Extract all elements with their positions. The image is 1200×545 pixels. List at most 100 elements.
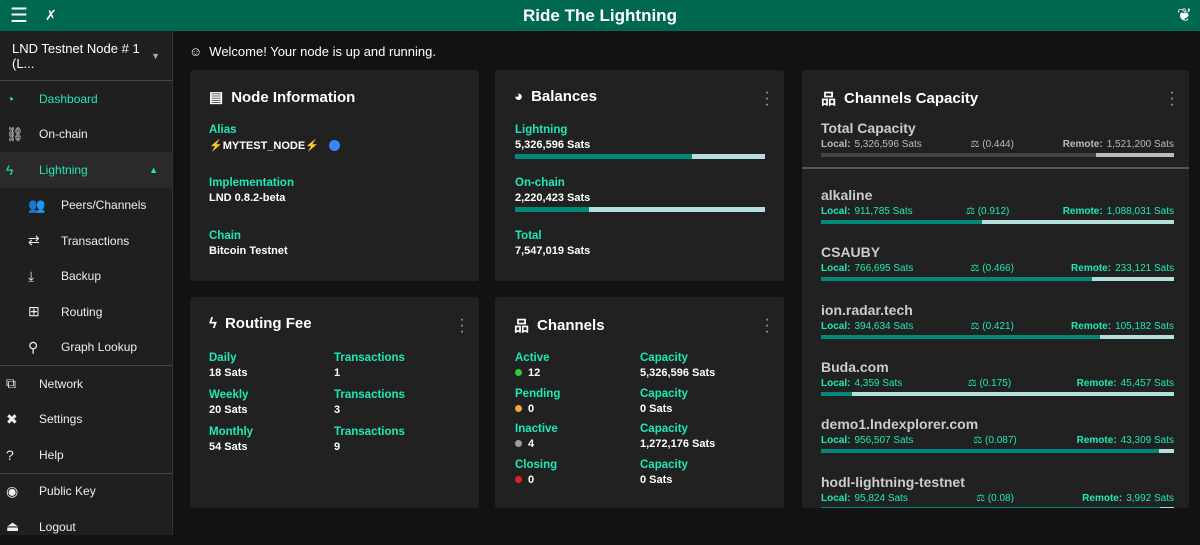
sidebar-item-network[interactable]: ⧉ Network xyxy=(0,366,172,402)
local-value: 95,824 Sats xyxy=(854,492,908,504)
question-icon: ? xyxy=(6,446,14,463)
capacity-bar xyxy=(821,391,1174,396)
sidebar-item-label: Peers/Channels xyxy=(61,198,147,213)
remote-label: Remote: xyxy=(1071,320,1112,332)
routing-fee-card: ϟ Routing Fee · · · Daily 18 Sats Transactio… xyxy=(190,297,479,508)
remote-value: 1,088,031 Sats xyxy=(1106,206,1174,217)
pin-off-icon[interactable]: ✗ xyxy=(45,7,57,23)
remote-value: 105,182 Sats xyxy=(1115,320,1174,332)
balance-scale-icon: ⚖ xyxy=(967,377,977,389)
sidebar-item-graph-lookup[interactable]: ⚲ Graph Lookup xyxy=(0,330,172,366)
total-label: Total xyxy=(515,230,542,242)
sidebar-item-peers-channels[interactable]: 👥 Peers/Channels xyxy=(0,188,172,224)
sidebar-item-lightning[interactable]: ϟ Lightning ▲ xyxy=(0,152,172,188)
remote-label: Remote: xyxy=(1071,263,1112,275)
remote-label: Remote: xyxy=(1062,139,1103,150)
sidebar-item-public-key[interactable]: ◉ Public Key xyxy=(0,474,172,510)
local-label: Local: xyxy=(821,206,851,217)
remote-label: Remote: xyxy=(1082,492,1123,504)
sitemap-icon: 品 xyxy=(821,91,837,108)
capacity-bar xyxy=(821,220,1174,224)
sidebar-item-label: Logout xyxy=(39,519,76,534)
channel-capacity-item: CSAUBY Local: 766,695 Sats ⚖ (0.466) Remo… xyxy=(821,244,1174,282)
node-name: LND Testnet Node # 1 (L... xyxy=(12,40,140,71)
card-title: Channels xyxy=(537,317,605,334)
balance-ratio: (0.466) xyxy=(982,263,1014,275)
capacity-value: 0 Sats xyxy=(640,473,673,486)
balance-ratio: (0.087) xyxy=(985,435,1017,447)
channel-name: alkaline xyxy=(821,187,873,203)
remote-label: Remote: xyxy=(1076,435,1117,447)
lightning-bar xyxy=(515,154,765,159)
local-value: 956,507 Sats xyxy=(854,435,914,447)
download-icon: ⤓ xyxy=(28,267,35,284)
sidebar-item-backup[interactable]: ⤓ Backup xyxy=(0,259,172,295)
sidebar-item-label: Routing xyxy=(61,304,103,319)
more-menu-icon[interactable]: · · · xyxy=(764,311,770,340)
local-value: 766,695 Sats xyxy=(854,263,914,275)
sidebar-item-label: Public Key xyxy=(39,484,96,499)
capacity-bar xyxy=(821,449,1174,454)
fee-period-label: Weekly xyxy=(209,389,249,401)
more-menu-icon[interactable]: · · · xyxy=(764,84,770,113)
channel-capacity-item: hodl-lightning-testnet Local: 95,824 Sats… xyxy=(821,474,1174,508)
sidebar-item-transactions[interactable]: ⇄ Transactions xyxy=(0,223,172,259)
local-value: 5,326,596 Sats xyxy=(854,139,922,150)
sidebar-item-help[interactable]: ? Help xyxy=(0,437,172,473)
capacity-value: 0 Sats xyxy=(640,402,673,415)
channel-status-row: Active 12 xyxy=(515,352,550,379)
sidebar-item-settings[interactable]: ✖ Settings xyxy=(0,402,172,438)
channels-capacity-card: 品 Channels Capacity · · · Total Capacity Lo… xyxy=(802,70,1189,508)
status-dot xyxy=(515,369,522,376)
caret-down-icon: ▼ xyxy=(151,50,160,61)
channel-capacity-item: ion.radar.tech Local: 394,634 Sats ⚖ (0.4… xyxy=(821,302,1174,339)
sidebar-item-label: Dashboard xyxy=(39,91,98,106)
menu-icon[interactable]: ☰ xyxy=(10,5,28,27)
chain-value: Bitcoin Testnet xyxy=(209,245,288,257)
welcome-message: ☺ Welcome! Your node is up and running. xyxy=(189,44,436,59)
local-value: 911,785 Sats xyxy=(854,206,913,217)
total-capacity: Total Capacity Local: 5,326,596 Sats ⚖ (0… xyxy=(821,120,1174,157)
more-menu-icon[interactable]: · · · xyxy=(1169,84,1175,113)
capacity-label: Capacity xyxy=(640,387,688,400)
tools-icon: ✖ xyxy=(6,410,18,427)
sidebar-item-logout[interactable]: ⏏ Logout xyxy=(0,509,172,545)
status-count: 0 xyxy=(528,473,535,486)
node-information-card: ▤ Node Information Alias ⚡MYTEST_NODE⚡ Im… xyxy=(190,70,479,281)
status-dot xyxy=(515,440,522,447)
divider xyxy=(0,472,172,474)
sidebar-item-dashboard[interactable]: ◔ Dashboard xyxy=(0,81,172,117)
remote-value: 233,121 Sats xyxy=(1115,263,1174,275)
node-selector[interactable]: LND Testnet Node # 1 (L... ▼ xyxy=(0,31,172,81)
remote-value: 43,309 Sats xyxy=(1120,435,1174,447)
status-label: Closing xyxy=(515,458,558,471)
top-bar: ☰ ✗ Ride The Lightning ❦ xyxy=(0,0,1200,31)
smile-icon: ☺ xyxy=(189,44,203,59)
alias-value: ⚡MYTEST_NODE⚡ xyxy=(209,140,319,152)
remote-label: Remote: xyxy=(1076,377,1117,389)
app-title: Ride The Lightning xyxy=(523,5,677,25)
sidebar-item-on-chain[interactable]: ⛓ On-chain xyxy=(0,117,172,153)
local-label: Local: xyxy=(821,263,851,275)
rtl-leaf-logo: ❦ xyxy=(1176,5,1192,25)
remote-label: Remote: xyxy=(1062,206,1103,217)
sidebar-item-routing[interactable]: ⊞ Routing xyxy=(0,294,172,330)
channel-status-row: Closing 0 xyxy=(515,459,557,486)
chevron-up-icon: ▲ xyxy=(149,164,158,175)
channel-status-row: Inactive 4 xyxy=(515,423,558,450)
status-dot xyxy=(515,404,522,412)
bolt-icon: ϟ xyxy=(6,161,14,178)
remote-value: 3,992 Sats xyxy=(1126,492,1174,504)
bolt-icon: ϟ xyxy=(209,315,217,332)
lightning-value: 5,326,596 Sats xyxy=(515,139,591,151)
more-menu-icon[interactable]: · · · xyxy=(459,311,465,340)
balance-scale-icon: ⚖ xyxy=(970,139,980,150)
fee-row: Weekly 20 Sats xyxy=(209,389,248,416)
eye-icon: ◉ xyxy=(6,482,19,499)
channel-name: CSAUBY xyxy=(821,244,881,261)
capacity-label: Capacity xyxy=(640,423,688,435)
local-label: Local: xyxy=(821,377,851,389)
capacity-value: 5,326,596 Sats xyxy=(640,367,716,379)
sidebar: LND Testnet Node # 1 (L... ▼ ◔ Dashboard ⛓ O… xyxy=(0,31,173,535)
balance-scale-icon: ⚖ xyxy=(973,435,983,447)
